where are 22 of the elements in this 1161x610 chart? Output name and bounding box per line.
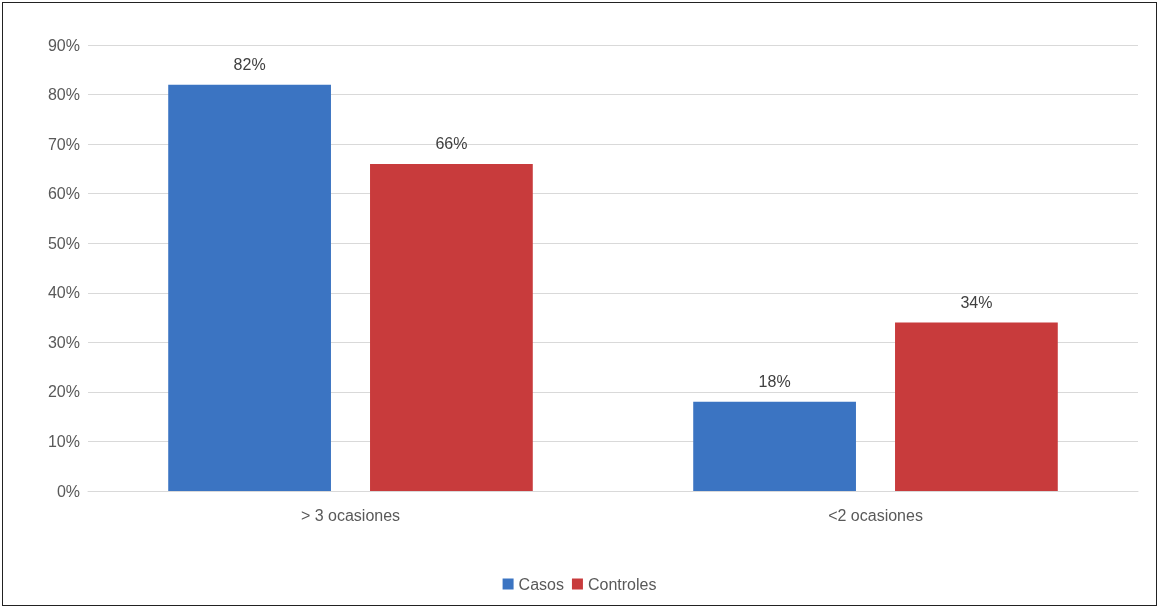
bar: [693, 401, 856, 491]
y-tick-label: 30%: [47, 333, 80, 351]
x-tick-label: > 3 ocasiones: [300, 506, 401, 524]
data-label: 18%: [758, 373, 791, 391]
y-tick-label: 20%: [47, 383, 80, 401]
y-tick-label: 70%: [47, 135, 80, 153]
y-tick-label: 90%: [47, 36, 80, 54]
y-tick-label: 40%: [47, 284, 80, 302]
y-tick-label: 50%: [47, 234, 80, 252]
data-label: 66%: [435, 135, 468, 153]
data-label: 34%: [960, 294, 993, 312]
y-tick-label: 0%: [56, 482, 80, 500]
bar: [370, 163, 533, 491]
data-label: 82%: [233, 56, 266, 74]
legend-label: Controles: [587, 575, 657, 593]
y-tick-label: 80%: [47, 86, 80, 104]
x-tick-label: <2 ocasiones: [828, 506, 923, 524]
bar: [895, 322, 1058, 491]
y-tick-label: 60%: [47, 185, 80, 203]
legend-label: Casos: [518, 575, 564, 593]
bar: [168, 84, 331, 491]
y-tick-label: 10%: [47, 432, 80, 450]
